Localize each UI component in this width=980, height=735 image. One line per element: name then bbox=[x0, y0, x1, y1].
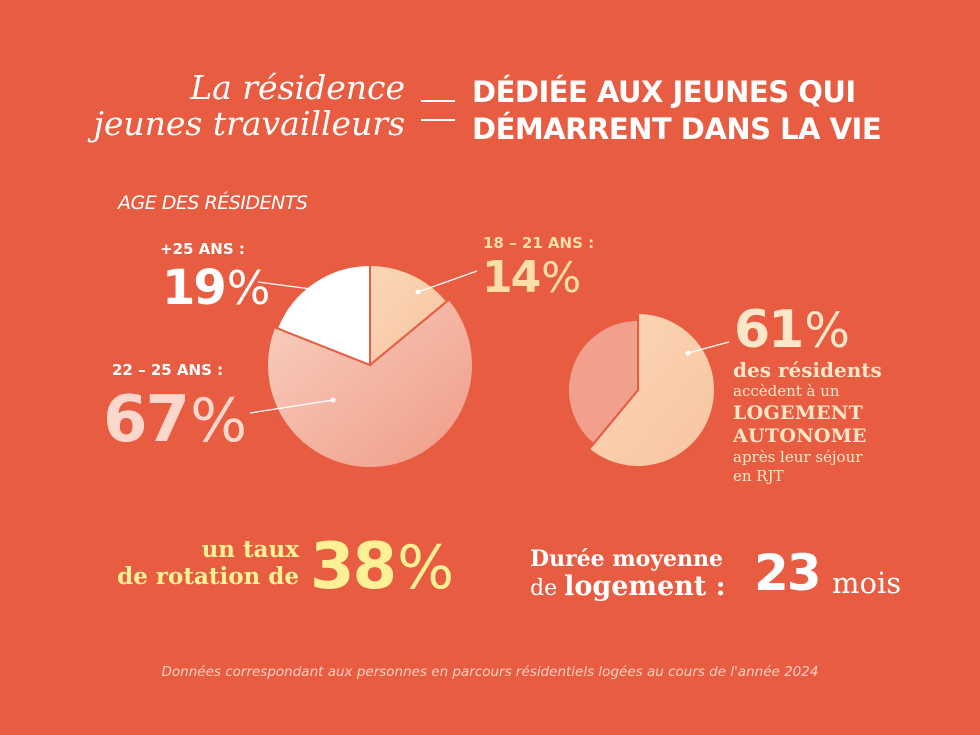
value-18-21-percent: % bbox=[541, 253, 582, 302]
logement-line3: LOGEMENT bbox=[733, 402, 864, 424]
pie-slice-25plus bbox=[275, 263, 371, 367]
duree-text: Durée moyenne de logement : bbox=[530, 545, 726, 603]
duree-value-number: 23 bbox=[754, 544, 822, 602]
leader-lines bbox=[249, 270, 730, 414]
age-section-label: AGE DES RÉSIDENTS bbox=[118, 192, 308, 214]
footnote: Données correspondant aux personnes en p… bbox=[161, 664, 819, 680]
logement-line1: des résidents bbox=[733, 358, 882, 382]
title-divider-bottom bbox=[421, 119, 455, 121]
rotation-line2: de rotation de bbox=[117, 563, 299, 590]
leader-22-25 bbox=[249, 399, 334, 414]
leader-logement-dot bbox=[685, 350, 691, 356]
title-right: DÉDIÉE AUX JEUNES QUI DÉMARRENT DANS LA … bbox=[472, 74, 882, 148]
label-25plus: +25 ANS : bbox=[160, 240, 245, 258]
leader-18-21-dot bbox=[415, 289, 421, 295]
value-22-25: 67% bbox=[103, 388, 247, 452]
label-18-21: 18 – 21 ANS : bbox=[483, 234, 595, 252]
title-left-line2: jeunes travailleurs bbox=[93, 104, 405, 143]
rotation-text: un taux de rotation de bbox=[84, 536, 299, 590]
duree-line2-b: logement : bbox=[564, 571, 726, 602]
title-divider-top bbox=[421, 100, 455, 102]
rotation-line1: un taux bbox=[201, 536, 299, 563]
title-left: La résidence jeunes travailleurs bbox=[40, 70, 405, 142]
rotation-value-number: 38 bbox=[310, 530, 397, 604]
duree-line2-a: de bbox=[530, 576, 558, 601]
value-25plus-percent: % bbox=[226, 261, 271, 315]
leader-25plus bbox=[257, 281, 327, 292]
rotation-value-percent: % bbox=[397, 533, 455, 603]
leader-logement bbox=[687, 341, 730, 354]
pie-slice-logement-autonome bbox=[587, 311, 716, 468]
pie-slice-logement-autres bbox=[567, 318, 639, 446]
value-22-25-percent: % bbox=[190, 386, 248, 456]
title-left-line1: La résidence bbox=[190, 68, 405, 107]
logement-line4: AUTONOME bbox=[733, 425, 867, 447]
value-logement-percent: % bbox=[804, 303, 850, 359]
logement-pie bbox=[567, 311, 716, 468]
title-right-line2: DÉMARRENT DANS LA VIE bbox=[472, 112, 882, 146]
leader-25plus-dot bbox=[323, 288, 329, 294]
title-right-line1: DÉDIÉE AUX JEUNES QUI bbox=[472, 75, 856, 109]
value-18-21: 14% bbox=[482, 256, 581, 300]
pie-slice-18-21 bbox=[369, 263, 449, 368]
value-logement-number: 61 bbox=[734, 300, 804, 360]
leader-18-21 bbox=[417, 270, 478, 293]
value-25plus: 19% bbox=[162, 264, 271, 312]
age-pie bbox=[266, 263, 474, 469]
value-25plus-number: 19 bbox=[162, 260, 227, 316]
logement-line5: après leur séjour bbox=[733, 448, 863, 466]
value-22-25-number: 67 bbox=[103, 383, 190, 457]
logement-description: des résidents accèdent à un LOGEMENT AUT… bbox=[733, 358, 882, 486]
leader-22-25-dot bbox=[330, 397, 336, 403]
duree-unit: mois bbox=[832, 566, 902, 600]
label-22-25: 22 – 25 ANS : bbox=[112, 361, 224, 379]
duree-value: 23 bbox=[754, 548, 822, 598]
value-logement: 61% bbox=[734, 304, 850, 356]
logement-line2: accèdent à un bbox=[733, 382, 840, 400]
value-18-21-number: 14 bbox=[482, 252, 541, 303]
pie-slice-22-25 bbox=[266, 297, 474, 469]
rotation-value: 38% bbox=[310, 535, 454, 599]
logement-line6: en RJT bbox=[733, 467, 784, 485]
duree-line1: Durée moyenne bbox=[530, 546, 724, 572]
